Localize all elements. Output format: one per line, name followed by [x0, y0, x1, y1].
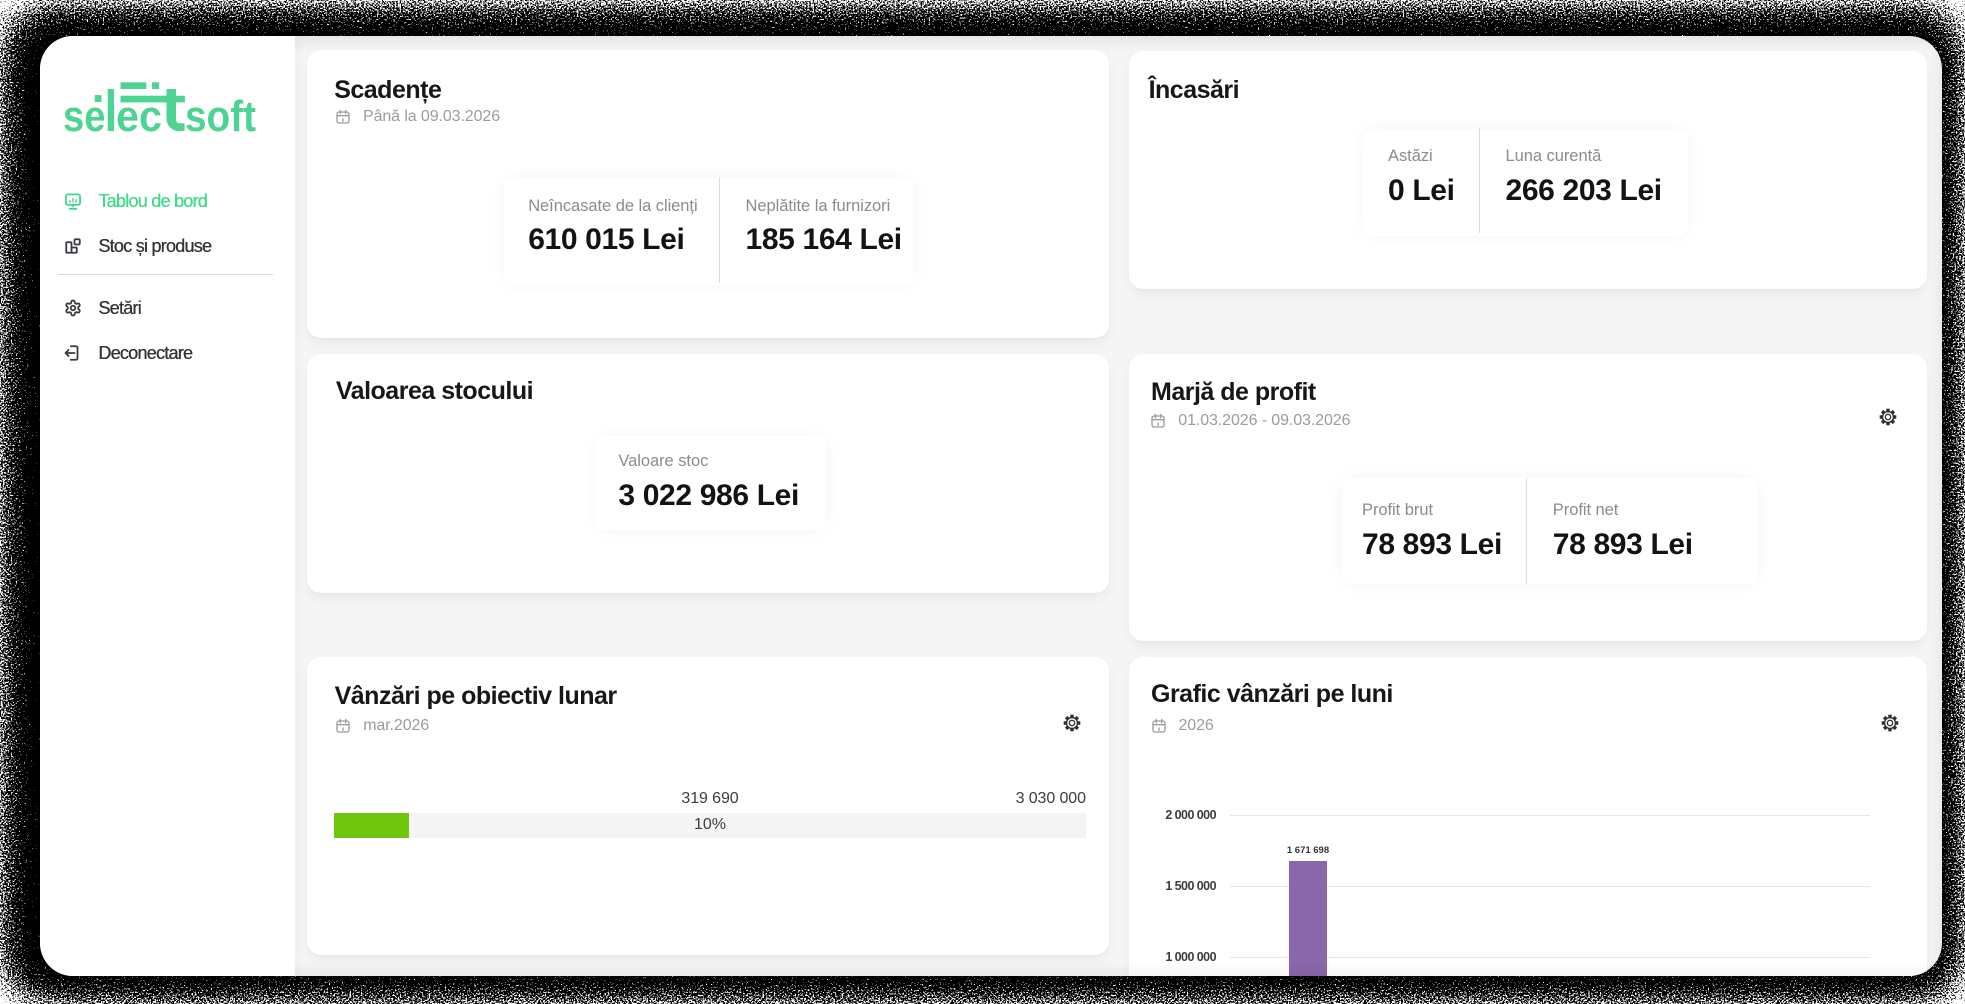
svg-text:soft: soft [185, 92, 256, 141]
